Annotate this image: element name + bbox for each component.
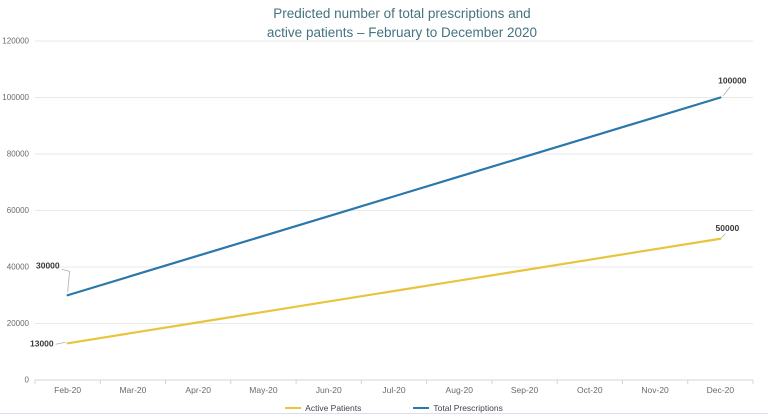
x-tick-label: Apr-20 <box>185 385 211 395</box>
chart-title-line2: active patients – February to December 2… <box>266 25 538 40</box>
data-label-leader <box>61 268 71 293</box>
x-tick-label: Nov-20 <box>641 385 669 395</box>
x-tick-label: Feb-20 <box>54 385 81 395</box>
legend-item-active-patients: Active Patients <box>285 403 361 413</box>
chart-title-line1: Predicted number of total prescriptions … <box>273 6 531 21</box>
x-tick-label: Oct-20 <box>577 385 603 395</box>
legend-swatch <box>413 407 430 409</box>
legend: Active Patients Total Prescriptions <box>20 401 768 415</box>
data-label: 13000 <box>30 338 54 348</box>
x-tick-label: Sep-20 <box>511 385 539 395</box>
series-line-total-prescriptions <box>66 96 722 297</box>
bottom-border <box>0 413 768 414</box>
x-axis-labels: Feb-20 Mar-20 Apr-20 May-20 Jun-20 Jul-20 Aug-… <box>54 385 734 395</box>
x-tick-label: May-20 <box>249 385 278 395</box>
y-tick-label: 100000 <box>2 93 29 102</box>
legend-swatch <box>285 407 302 409</box>
data-label-leader <box>55 341 66 345</box>
data-label: 100000 <box>718 76 747 86</box>
y-tick-label: 0 <box>25 376 30 385</box>
chart-title: Predicted number of total prescriptions … <box>0 4 768 42</box>
series-line-active-patients <box>66 237 722 345</box>
y-tick-label: 80000 <box>7 150 30 159</box>
y-tick-label: 40000 <box>7 263 30 272</box>
y-gridlines <box>35 40 753 381</box>
y-tick-label: 60000 <box>7 206 30 215</box>
legend-label: Total Prescriptions <box>433 403 503 413</box>
data-label-leader <box>723 86 731 96</box>
data-label: 30000 <box>36 260 60 270</box>
x-tick-label: Dec-20 <box>707 385 735 395</box>
data-label-leader <box>721 233 726 239</box>
axis-ticks <box>34 380 754 384</box>
x-tick-label: Mar-20 <box>119 385 146 395</box>
y-axis-labels: 0 20000 40000 60000 80000 100000 120000 <box>2 37 29 385</box>
legend-item-total-prescriptions: Total Prescriptions <box>413 403 503 413</box>
y-tick-label: 20000 <box>7 319 30 328</box>
x-tick-label: Jun-20 <box>316 385 342 395</box>
y-tick-label: 120000 <box>2 37 29 46</box>
x-tick-label: Jul-20 <box>382 385 405 395</box>
legend-label: Active Patients <box>305 403 362 413</box>
data-label: 50000 <box>716 223 740 233</box>
x-tick-label: Aug-20 <box>446 385 474 395</box>
